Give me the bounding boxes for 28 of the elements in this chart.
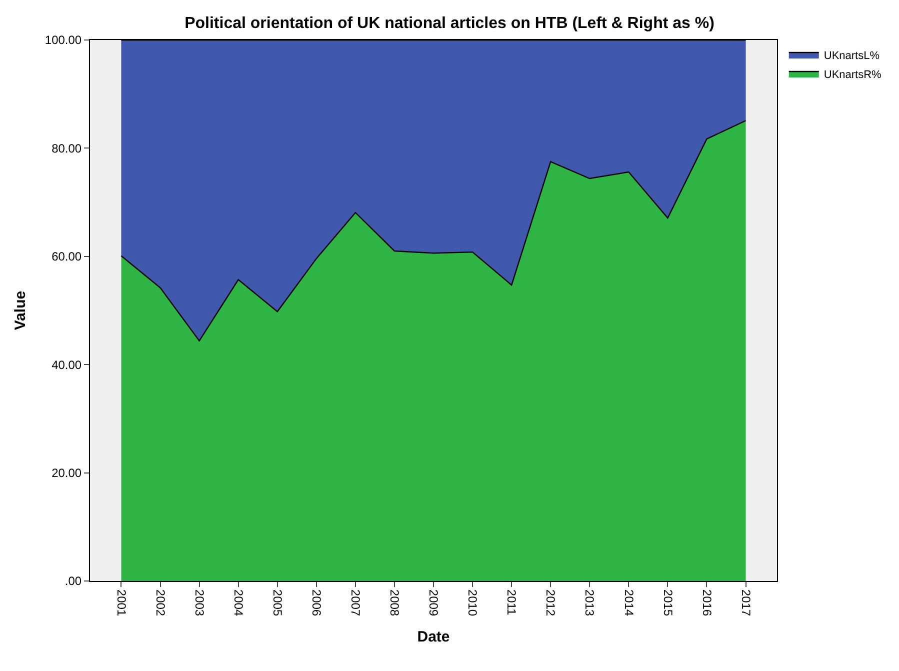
x-tick-label: 2010 [466,589,480,616]
legend-label: UKnartsR% [824,68,882,81]
y-axis-title: Value [12,290,30,330]
x-tick-label: 2013 [582,589,597,616]
x-axis-title: Date [417,628,450,646]
y-tick-label: .00 [64,574,82,588]
x-tick-label: 2009 [426,589,441,616]
x-tick-label: 2012 [544,589,558,616]
x-tick-label: 2007 [348,589,363,616]
y-tick-label: 80.00 [52,141,82,156]
y-tick-label: 40.00 [52,358,82,372]
x-tick-label: 2015 [660,589,675,616]
x-tick-label: 2016 [700,589,714,616]
x-tick-label: 2003 [192,589,206,616]
x-tick-label: 2004 [231,589,246,616]
y-tick-label: 100.00 [44,33,82,48]
x-tick-label: 2017 [738,589,753,616]
chart-title: Political orientation of UK national articles on HTB (Left & Right as %) [184,14,714,32]
legend-label: UKnartsL% [824,50,880,62]
x-tick-label: 2002 [153,589,168,616]
x-tick-label: 2008 [388,589,402,616]
x-tick-label: 2006 [310,589,324,616]
x-tick-label: 2001 [114,589,128,616]
x-tick-label: 2014 [622,589,636,616]
y-tick-label: 60.00 [52,250,82,264]
x-tick-label: 2005 [270,589,284,616]
y-tick-label: 20.00 [52,466,82,480]
x-tick-label: 2011 [504,589,519,616]
